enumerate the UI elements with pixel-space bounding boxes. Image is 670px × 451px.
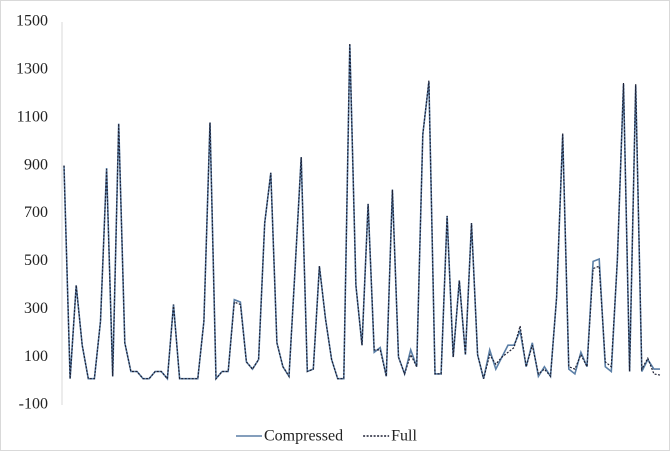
- y-tick-label: -100: [19, 396, 48, 413]
- y-tick-label: 900: [24, 156, 48, 173]
- legend-label: Full: [391, 428, 417, 445]
- y-tick-label: 100: [24, 348, 48, 365]
- legend-label: Compressed: [264, 428, 343, 445]
- series-line: [63, 43, 661, 381]
- y-tick-label: 700: [24, 204, 48, 221]
- y-tick-label: 300: [24, 300, 48, 317]
- y-tick-label: 1100: [17, 108, 48, 125]
- y-tick-label: 1500: [16, 13, 48, 30]
- y-tick-label: 1300: [16, 61, 48, 78]
- y-tick-label: 500: [24, 252, 48, 269]
